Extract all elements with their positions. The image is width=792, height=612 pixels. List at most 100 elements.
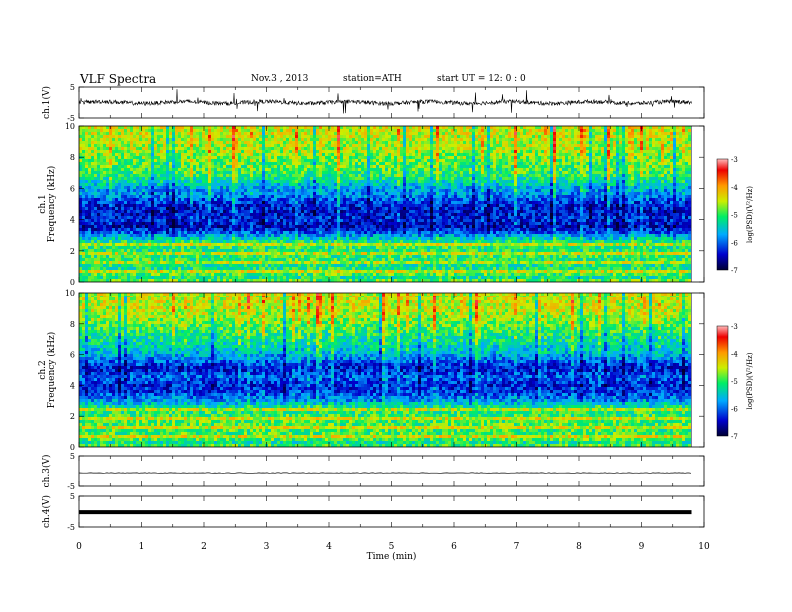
ch1-spectrogram-cell xyxy=(469,237,472,240)
ch1-spectrogram-cell xyxy=(598,270,601,273)
ch1-spectrogram-cell xyxy=(661,234,664,237)
ch1-spectrogram-cell xyxy=(208,264,211,267)
ch1-spectrogram-cell xyxy=(367,231,370,234)
ch1-spectrogram-cell xyxy=(523,225,526,228)
ch1-spectrogram-cell xyxy=(163,216,166,219)
ch1-spectrogram-cell xyxy=(277,258,280,261)
ch1-spectrogram-cell xyxy=(154,216,157,219)
ch1-spectrogram-cell xyxy=(325,264,328,267)
ch1-spectrogram-cell xyxy=(664,279,667,282)
ch1-spectrogram-cell xyxy=(238,258,241,261)
ch1-spectrogram-cell xyxy=(217,243,220,246)
ch1-spectrogram-cell xyxy=(208,219,211,222)
ch1-spectrogram-cell xyxy=(490,219,493,222)
ch1-spectrogram-cell xyxy=(250,252,253,255)
ch1-spectrogram-cell xyxy=(376,210,379,213)
ch1-spectrogram-cell xyxy=(115,219,118,222)
ch1-spectrogram-cell xyxy=(169,237,172,240)
ch1-spectrogram-cell xyxy=(232,267,235,270)
ch1-spectrogram-cell xyxy=(466,264,469,267)
ch1-spectrogram-cell xyxy=(211,219,214,222)
ch1-spectrogram-cell xyxy=(196,222,199,225)
ch1-spectrogram-cell xyxy=(100,255,103,258)
ch1-spectrogram-cell xyxy=(196,267,199,270)
ch1-spectrogram-cell xyxy=(139,267,142,270)
ch1-spectrogram-cell xyxy=(502,222,505,225)
ch1-spectrogram-cell xyxy=(568,273,571,276)
ch1-spectrogram-cell xyxy=(418,216,421,219)
ch1-spectrogram-cell xyxy=(100,279,103,282)
ch1-spectrogram-cell xyxy=(649,228,652,231)
ch1-spectrogram-cell xyxy=(283,225,286,228)
ch1-spectrogram-cell xyxy=(445,246,448,249)
ch1-spectrogram-cell xyxy=(367,261,370,264)
ch1-spectrogram-cell xyxy=(157,243,160,246)
ch1-spectrogram-cell xyxy=(316,228,319,231)
ch1-spectrogram-cell xyxy=(214,276,217,279)
ch1-spectrogram-cell xyxy=(322,219,325,222)
ch1-spectrogram-cell xyxy=(424,210,427,213)
ch1-spectrogram-cell xyxy=(370,261,373,264)
ch1-spectrogram-cell xyxy=(673,267,676,270)
ch1-spectrogram-cell xyxy=(529,252,532,255)
ch1-spectrogram-cell xyxy=(529,234,532,237)
ch1-spectrogram-cell xyxy=(412,273,415,276)
ch1-spectrogram-cell xyxy=(568,243,571,246)
ch1-spectrogram-cell xyxy=(274,261,277,264)
ch1-spectrogram-cell xyxy=(175,228,178,231)
ch1-spectrogram-cell xyxy=(361,267,364,270)
ch1-spectrogram-cell xyxy=(472,267,475,270)
ch1-spectrogram-cell xyxy=(508,219,511,222)
ch1-spectrogram-cell xyxy=(595,255,598,258)
ch1-spectrogram-cell xyxy=(181,261,184,264)
ch1-spectrogram-cell xyxy=(286,270,289,273)
ch1-spectrogram-cell xyxy=(211,261,214,264)
ch1-spectrogram-cell xyxy=(583,216,586,219)
ch1-spectrogram-cell xyxy=(148,276,151,279)
ch1-spectrogram-cell xyxy=(103,264,106,267)
ch1-spectrogram-cell xyxy=(235,243,238,246)
ch1-spectrogram-cell xyxy=(481,276,484,279)
ch1-spectrogram-cell xyxy=(151,222,154,225)
ch1-spectrogram-cell xyxy=(109,255,112,258)
ch1-spectrogram-cell xyxy=(640,264,643,267)
ch1-spectrogram-cell xyxy=(304,228,307,231)
ch1-spectrogram-cell xyxy=(109,210,112,213)
ch1-spectrogram-cell xyxy=(226,267,229,270)
ch1-spectrogram-cell xyxy=(535,249,538,252)
ch1-spectrogram-cell xyxy=(469,225,472,228)
ch1-spectrogram-cell xyxy=(430,243,433,246)
ch1-spectrogram-cell xyxy=(256,246,259,249)
ch1-spectrogram-cell xyxy=(115,273,118,276)
ch1-spectrogram-cell xyxy=(352,243,355,246)
ch1-spectrogram-cell xyxy=(517,270,520,273)
ch1-spectrogram-cell xyxy=(115,246,118,249)
ch1-spectrogram-cell xyxy=(391,273,394,276)
ch1-spectrogram-cell xyxy=(382,231,385,234)
ch1-spectrogram-cell xyxy=(568,231,571,234)
ch1-spectrogram-cell xyxy=(622,264,625,267)
ch1-spectrogram-cell xyxy=(208,246,211,249)
ch1-spectrogram-cell xyxy=(139,228,142,231)
ch1-spectrogram-cell xyxy=(319,273,322,276)
ch1-spectrogram-cell xyxy=(526,276,529,279)
ch1-spectrogram-cell xyxy=(229,270,232,273)
ch1-spectrogram-cell xyxy=(328,243,331,246)
ch1-spectrogram-cell xyxy=(130,240,133,243)
ch1-spectrogram-cell xyxy=(82,228,85,231)
ch1-spectrogram-cell xyxy=(433,228,436,231)
ch1-spectrogram-cell xyxy=(157,279,160,282)
ch1-spectrogram-cell xyxy=(349,228,352,231)
ch1-spectrogram-cell xyxy=(220,270,223,273)
ch1-spectrogram-cell xyxy=(481,219,484,222)
ch1-spectrogram-cell xyxy=(595,264,598,267)
ch1-spectrogram-cell xyxy=(571,213,574,216)
ch1-spectrogram-cell xyxy=(340,228,343,231)
ch1-spectrogram-cell xyxy=(385,249,388,252)
ch1-spectrogram-cell xyxy=(229,279,232,282)
ch1-spectrogram-cell xyxy=(622,252,625,255)
ch1-spectrogram-cell xyxy=(397,222,400,225)
ch1-spectrogram-cell xyxy=(157,222,160,225)
ch1-spectrogram-cell xyxy=(133,276,136,279)
ch1-spectrogram-cell xyxy=(232,213,235,216)
